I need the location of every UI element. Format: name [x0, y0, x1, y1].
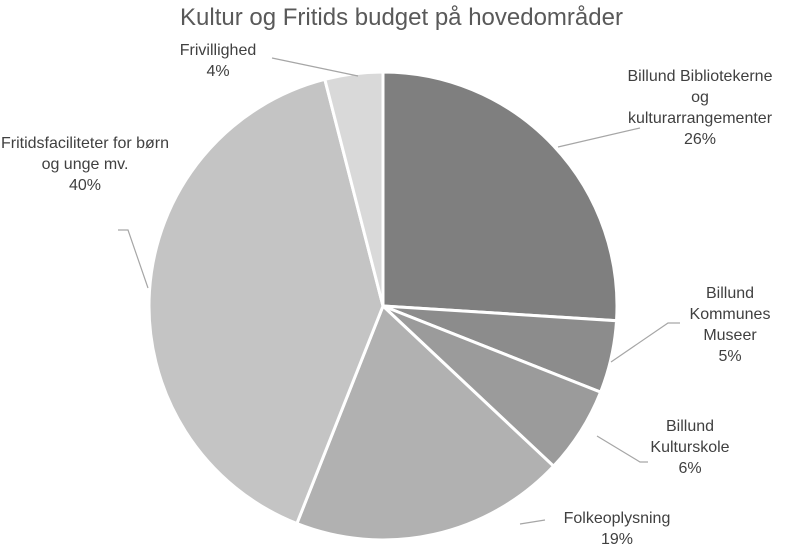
category-label: Frivillighed	[179, 42, 257, 59]
slices	[147, 70, 619, 542]
leader-line	[118, 229, 149, 289]
data-label: Fritidsfaciliteter for børn og unge mv. 4…	[0, 133, 170, 196]
leader-line	[610, 322, 680, 363]
leader-line	[271, 57, 359, 77]
data-label: Billund Kommunes Museer 5%	[670, 283, 790, 367]
leader-lines	[118, 57, 680, 525]
value-label: 6%	[678, 460, 702, 477]
value-label: 40%	[68, 177, 102, 194]
value-label: 4%	[206, 63, 230, 80]
slice	[147, 77, 385, 526]
value-label: 19%	[600, 531, 634, 548]
category-label: Folkeoplysning	[563, 510, 671, 527]
leader-line	[557, 127, 641, 148]
category-label: Fritidsfaciliteter for børn og unge mv.	[0, 135, 170, 173]
value-label: 26%	[683, 131, 717, 148]
data-label: Folkeoplysning 19%	[537, 508, 697, 550]
value-label: 5%	[718, 348, 742, 365]
slice	[381, 70, 619, 323]
category-label: Billund Bibliotekerne og kulturarrangeme…	[627, 68, 773, 127]
leader-line	[596, 435, 648, 463]
category-label: Billund Kommunes Museer	[689, 285, 771, 344]
slice	[322, 70, 385, 307]
leader-line	[519, 519, 546, 525]
data-label: Billund Kulturskole 6%	[630, 416, 750, 479]
data-label: Frivillighed 4%	[150, 40, 286, 82]
category-label: Billund Kulturskole	[650, 418, 730, 456]
chart-title: Kultur og Fritids budget på hovedområder	[180, 4, 623, 31]
data-label: Billund Bibliotekerne og kulturarrangeme…	[625, 66, 775, 150]
